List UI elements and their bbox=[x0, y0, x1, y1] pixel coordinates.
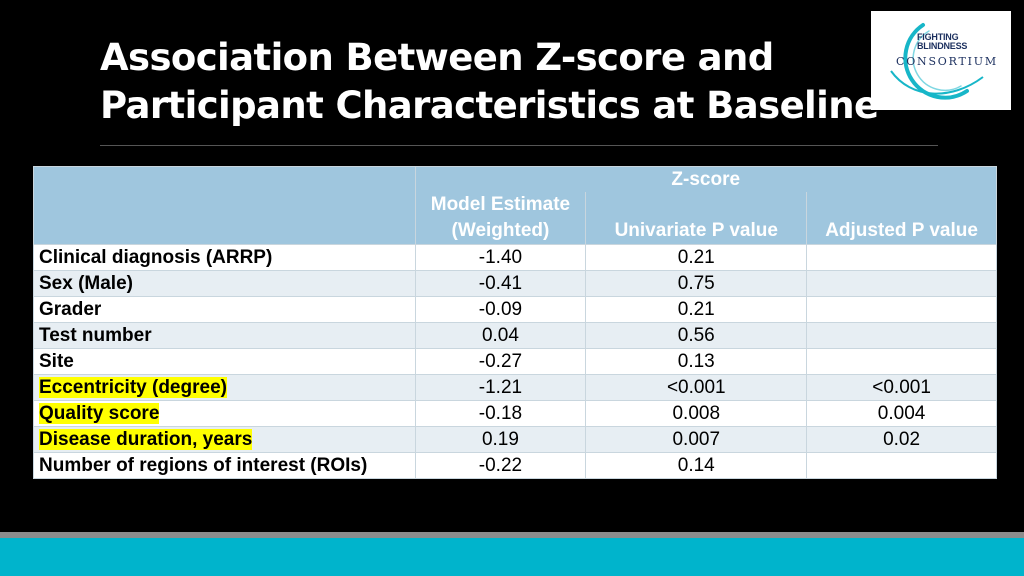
row-label-cell: Eccentricity (degree) bbox=[33, 374, 416, 401]
highlighted-row-label: Disease duration, years bbox=[39, 428, 253, 450]
row-label: Number of regions of interest (ROIs) bbox=[33, 452, 416, 479]
estimate-cell: 0.04 bbox=[414, 322, 587, 349]
logo-ring-icon bbox=[890, 23, 984, 100]
header-spacer-adjusted bbox=[806, 192, 997, 218]
header-blank-cell bbox=[33, 166, 416, 245]
table-row: Grader -0.09 0.21 bbox=[33, 296, 997, 323]
adjusted-cell: 0.02 bbox=[806, 426, 997, 453]
zscore-group-header: Z-score bbox=[414, 166, 997, 192]
table-row: Disease duration, years 0.19 0.007 0.02 bbox=[33, 426, 997, 453]
univariate-cell: 0.007 bbox=[585, 426, 808, 453]
slide-title-line-2: Participant Characteristics at Baseline bbox=[100, 84, 879, 127]
table-row: Quality score -0.18 0.008 0.004 bbox=[33, 400, 997, 427]
title-divider bbox=[100, 145, 938, 146]
col-header-univariate: Univariate P value bbox=[585, 217, 808, 245]
table-row: Sex (Male) -0.41 0.75 bbox=[33, 270, 997, 297]
header-spacer-univariate bbox=[585, 192, 808, 218]
estimate-cell: -0.27 bbox=[414, 348, 587, 375]
highlighted-row-label: Eccentricity (degree) bbox=[39, 376, 227, 398]
footer-band bbox=[0, 538, 1024, 576]
adjusted-cell: <0.001 bbox=[806, 374, 997, 401]
univariate-cell: 0.21 bbox=[585, 244, 808, 271]
logo-top-text: FIGHTING BLINDNESS bbox=[917, 33, 967, 51]
row-label-cell: Quality score bbox=[33, 400, 416, 427]
estimate-cell: -0.09 bbox=[414, 296, 587, 323]
estimate-cell: -0.22 bbox=[414, 452, 587, 479]
row-label: Grader bbox=[33, 296, 416, 323]
row-label-cell: Disease duration, years bbox=[33, 426, 416, 453]
zscore-table: Z-score Model Estimate (Weighted) Univar… bbox=[33, 166, 997, 479]
slide-title: Association Between Z-score and Particip… bbox=[100, 34, 900, 130]
table-row: Clinical diagnosis (ARRP) -1.40 0.21 bbox=[33, 244, 997, 271]
row-label: Clinical diagnosis (ARRP) bbox=[33, 244, 416, 271]
row-label: Test number bbox=[33, 322, 416, 349]
footer-divider bbox=[0, 532, 1024, 538]
table-row: Eccentricity (degree) -1.21 <0.001 <0.00… bbox=[33, 374, 997, 401]
logo-name: CONSORTIUM bbox=[896, 55, 998, 68]
estimate-cell: -0.18 bbox=[414, 400, 587, 427]
consortium-logo: FIGHTING BLINDNESS CONSORTIUM bbox=[871, 11, 1011, 110]
adjusted-cell bbox=[806, 322, 997, 349]
estimate-cell: -1.21 bbox=[414, 374, 587, 401]
adjusted-cell: 0.004 bbox=[806, 400, 997, 427]
adjusted-cell bbox=[806, 452, 997, 479]
row-label: Sex (Male) bbox=[33, 270, 416, 297]
estimate-cell: -0.41 bbox=[414, 270, 587, 297]
univariate-cell: 0.56 bbox=[585, 322, 808, 349]
adjusted-cell bbox=[806, 348, 997, 375]
adjusted-cell bbox=[806, 244, 997, 271]
col-header-estimate: Model Estimate (Weighted) bbox=[414, 192, 587, 245]
univariate-cell: 0.008 bbox=[585, 400, 808, 427]
univariate-cell: <0.001 bbox=[585, 374, 808, 401]
row-label: Site bbox=[33, 348, 416, 375]
adjusted-cell bbox=[806, 296, 997, 323]
adjusted-cell bbox=[806, 270, 997, 297]
logo-line-2: BLINDNESS bbox=[917, 41, 968, 51]
table-row: Number of regions of interest (ROIs) -0.… bbox=[33, 452, 997, 479]
univariate-cell: 0.14 bbox=[585, 452, 808, 479]
univariate-cell: 0.13 bbox=[585, 348, 808, 375]
highlighted-row-label: Quality score bbox=[39, 402, 160, 424]
col-header-adjusted: Adjusted P value bbox=[806, 217, 997, 245]
slide-title-line-1: Association Between Z-score and bbox=[100, 36, 774, 79]
table-row: Site -0.27 0.13 bbox=[33, 348, 997, 375]
univariate-cell: 0.21 bbox=[585, 296, 808, 323]
estimate-cell: -1.40 bbox=[414, 244, 587, 271]
logo-line-1: FIGHTING bbox=[917, 32, 959, 42]
table-row: Test number 0.04 0.56 bbox=[33, 322, 997, 349]
estimate-cell: 0.19 bbox=[414, 426, 587, 453]
univariate-cell: 0.75 bbox=[585, 270, 808, 297]
